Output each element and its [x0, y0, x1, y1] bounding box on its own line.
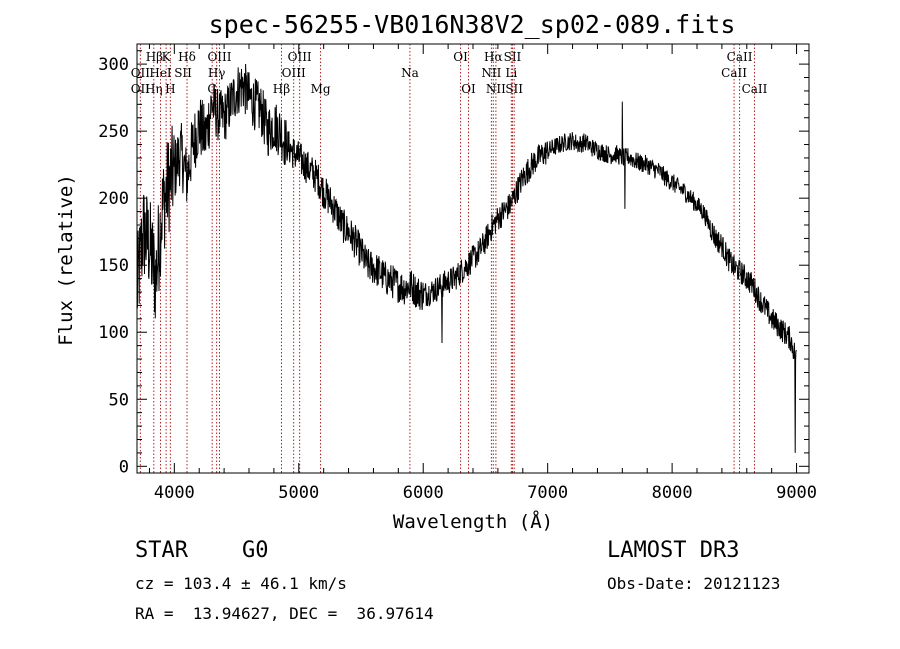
survey-name: LAMOST DR3: [607, 538, 740, 563]
x-tick-label: 8000: [652, 483, 693, 503]
line-label: Mg: [311, 82, 331, 96]
line-label: OI: [461, 82, 476, 96]
line-label: K: [162, 50, 172, 64]
line-label: Na: [401, 66, 419, 80]
x-tick-label: 7000: [527, 483, 568, 503]
spectrum-group: [136, 63, 797, 453]
line-label: OI: [453, 50, 468, 64]
y-tick-label: 50: [109, 390, 129, 410]
y-tick-label: 150: [98, 256, 129, 276]
x-tick-label: 9000: [776, 483, 817, 503]
line-label: CaII: [742, 82, 768, 96]
line-label: Hβ: [273, 82, 290, 96]
x-tick-label: 5000: [278, 483, 319, 503]
line-label: OIII: [288, 50, 312, 64]
redshift-line: cz = 103.4 ± 46.1 km/s: [135, 574, 347, 593]
line-label: Hη: [145, 82, 163, 96]
axis-ticks: 4000 5000 6000 7000 8000 9000 0 50 100 150 200 250 3…: [98, 44, 817, 503]
line-label: CaII: [721, 66, 747, 80]
line-label: H: [165, 82, 175, 96]
line-label: SII: [504, 50, 522, 64]
object-subclass: G0: [242, 538, 269, 563]
line-label: Hβ: [146, 50, 163, 64]
obs-date-line: Obs-Date: 20121123: [607, 574, 781, 593]
plot-frame: [136, 43, 810, 474]
y-tick-label: 250: [98, 122, 129, 142]
line-label: Li: [505, 66, 517, 80]
line-label: SII: [505, 82, 523, 96]
y-tick-label: 300: [98, 55, 129, 75]
coordinates-line: RA = 13.94627, DEC = 36.97614: [135, 604, 434, 623]
x-tick-label: 6000: [403, 483, 444, 503]
y-axis-label: Flux (relative): [55, 174, 77, 346]
line-label: Hα: [484, 50, 503, 64]
line-label: OIII: [207, 50, 231, 64]
y-tick-label: 0: [119, 457, 129, 477]
line-label: OII: [131, 82, 151, 96]
line-label: NII: [481, 66, 501, 80]
line-label: CaII: [727, 50, 753, 64]
y-tick-label: 100: [98, 323, 129, 343]
line-label: OIII: [282, 66, 306, 80]
line-label: NII: [486, 82, 506, 96]
line-label: G: [207, 82, 217, 96]
line-label: SII: [174, 66, 192, 80]
object-class: STAR: [135, 538, 188, 563]
x-tick-label: 4000: [154, 483, 195, 503]
spectrum-line: [136, 63, 797, 453]
line-label: HeI: [149, 66, 172, 80]
spectrum-chart: spec-56255-VB016N38V2_sp02-089.fits HβK H…: [55, 10, 817, 533]
x-axis-label: Wavelength (Å): [393, 510, 553, 533]
chart-title: spec-56255-VB016N38V2_sp02-089.fits: [209, 10, 736, 39]
y-tick-label: 200: [98, 189, 129, 209]
line-label: Hγ: [208, 66, 226, 80]
line-label: OII: [131, 66, 151, 80]
line-label: Hδ: [178, 50, 196, 64]
